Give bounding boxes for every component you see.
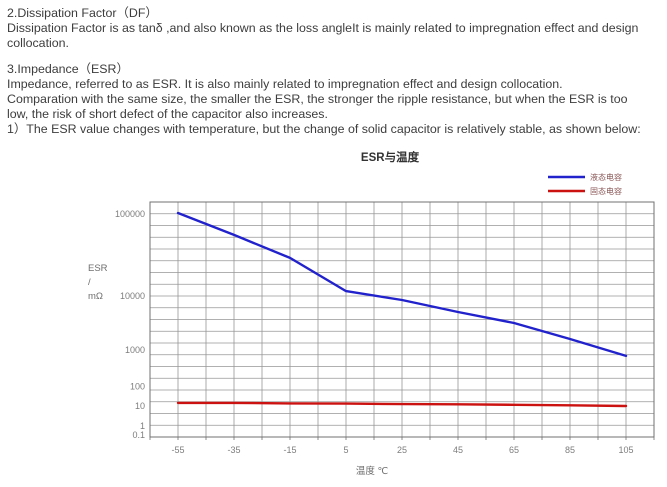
legend-liquid-capacitor-label: 液态电容 bbox=[590, 172, 622, 182]
x-tick-label: 25 bbox=[397, 445, 407, 455]
x-tick-label: -35 bbox=[228, 445, 241, 455]
plot-border bbox=[149, 201, 655, 438]
series-liquid-capacitor-line bbox=[176, 211, 628, 358]
esr-temperature-chart: ESR与温度 100000 10000 1000 100 10 1 0.1 -55 -35 -15 5… bbox=[0, 145, 667, 482]
x-tick-label: -55 bbox=[172, 445, 185, 455]
y-tick-label: 1000 bbox=[125, 345, 145, 355]
y-tick-label: 10000 bbox=[120, 291, 145, 301]
y-axis-title-line: / bbox=[88, 277, 91, 288]
esr-chart-svg: ESR与温度 100000 10000 1000 100 10 10.1 -55 -35 -15 5… bbox=[88, 150, 655, 477]
paragraph-dissipation-factor: 2.Dissipation Factor（DF） Dissipation Fac… bbox=[7, 6, 639, 51]
x-tick-label: 5 bbox=[343, 445, 348, 455]
y-axis-title-line: ESR bbox=[88, 263, 108, 274]
x-tick-label: 105 bbox=[618, 445, 633, 455]
y-tick-label: 100 bbox=[130, 381, 145, 391]
y-tick-label: 0.1 bbox=[132, 430, 145, 440]
paragraph-impedance: 3.Impedance（ESR） Impedance, referred to … bbox=[7, 61, 641, 137]
chart-title: ESR与温度 bbox=[361, 150, 420, 164]
x-tick-label: 65 bbox=[509, 445, 519, 455]
x-tick-label: 85 bbox=[565, 445, 575, 455]
y-axis-title-line: mΩ bbox=[88, 291, 103, 302]
y-tick-label: 1 bbox=[140, 421, 145, 431]
series-solid-capacitor-line bbox=[176, 401, 628, 408]
x-tick-label: 45 bbox=[453, 445, 463, 455]
x-tick-label: -15 bbox=[284, 445, 297, 455]
y-tick-label: 10 bbox=[135, 401, 145, 411]
legend-solid-capacitor-label: 固态电容 bbox=[590, 186, 622, 196]
x-axis-title: 温度 ℃ bbox=[356, 465, 389, 477]
y-tick-label: 100000 bbox=[115, 209, 145, 219]
document-text: 2.Dissipation Factor（DF） Dissipation Fac… bbox=[7, 6, 663, 148]
